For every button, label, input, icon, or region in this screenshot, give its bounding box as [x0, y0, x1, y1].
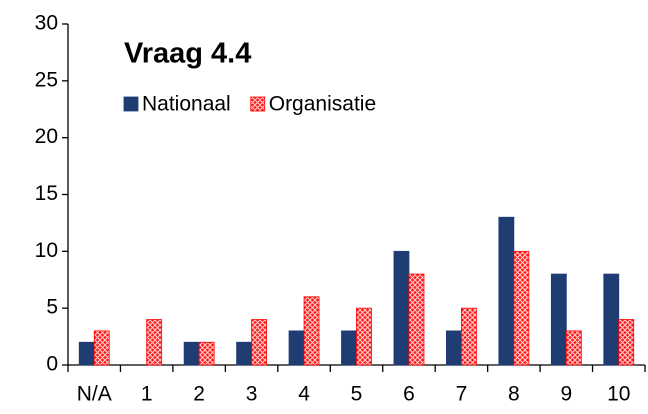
y-tick-label: 15: [35, 182, 58, 205]
y-tick-label: 25: [35, 68, 58, 91]
x-tick-label: 5: [351, 383, 363, 406]
y-tick-label: 0: [46, 353, 58, 376]
x-tick-label: 7: [456, 383, 468, 406]
x-tick-label: 9: [560, 383, 572, 406]
bar: [618, 319, 635, 366]
bar: [393, 250, 410, 366]
bar: [183, 341, 200, 366]
bar: [408, 273, 425, 366]
legend-label: Organisatie: [269, 93, 376, 116]
x-tick-label: 6: [403, 383, 415, 406]
bar: [550, 273, 567, 366]
bar: [461, 307, 477, 366]
bar: [303, 296, 320, 366]
bar: [236, 341, 252, 366]
x-tick-label: 8: [508, 383, 520, 406]
x-tick-label: N/A: [77, 383, 112, 406]
x-tick-label: 2: [193, 383, 205, 406]
x-tick-label: 4: [298, 383, 310, 406]
bar: [146, 319, 163, 366]
bar: [288, 330, 305, 366]
bar: [341, 330, 357, 366]
y-tick-label: 5: [46, 296, 58, 319]
bar: [93, 330, 110, 366]
bar: [603, 273, 620, 366]
legend-label: Nationaal: [142, 93, 231, 116]
bar: [565, 330, 582, 366]
bar: [356, 307, 372, 366]
bar: [498, 216, 515, 366]
y-tick-label: 10: [35, 239, 58, 262]
x-tick-label: 10: [607, 383, 630, 406]
y-tick-label: 20: [35, 125, 58, 148]
x-tick-label: 3: [246, 383, 258, 406]
legend-swatch: [250, 96, 266, 112]
y-tick-label: 30: [35, 12, 58, 35]
x-tick-label: 1: [141, 383, 153, 406]
bar: [513, 250, 530, 366]
chart-title: Vraag 4.4: [124, 38, 251, 70]
bar: [446, 330, 462, 366]
legend-swatch: [123, 96, 139, 112]
bar: [198, 341, 215, 366]
bar: [251, 319, 267, 366]
bar: [78, 341, 95, 366]
